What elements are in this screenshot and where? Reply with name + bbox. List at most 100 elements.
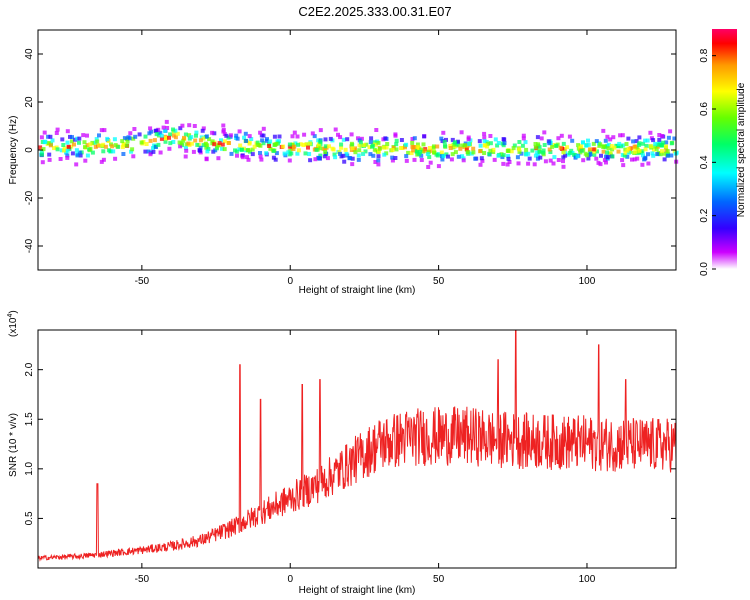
heatmap-cell: [212, 131, 217, 136]
heatmap-cell: [657, 137, 662, 142]
heatmap-cell: [82, 140, 87, 145]
heatmap-cell: [458, 146, 463, 151]
heatmap-cell: [168, 132, 173, 137]
heatmap-cell: [318, 146, 323, 151]
heatmap-cell: [406, 150, 411, 155]
heatmap-cell: [409, 151, 414, 156]
heatmap-cell: [116, 144, 121, 149]
heatmap-cell: [308, 158, 313, 163]
heatmap-cell: [323, 144, 328, 149]
heatmap-cell: [143, 134, 148, 139]
heatmap-cell: [376, 140, 381, 145]
snr-y-tick-label: 0.5: [24, 511, 35, 525]
heatmap-cell: [212, 142, 217, 147]
heatmap-cell: [517, 140, 522, 144]
heatmap-cell: [173, 128, 178, 133]
heatmap-cell: [290, 134, 295, 139]
heatmap-cell: [195, 142, 200, 147]
spectrogram-heatmap: [38, 119, 679, 169]
heatmap-cell: [96, 143, 101, 148]
heatmap-cell: [651, 138, 656, 143]
heatmap-cell: [505, 148, 510, 153]
heatmap-cell: [506, 154, 511, 159]
heatmap-cell: [562, 147, 567, 152]
heatmap-cell: [565, 145, 570, 150]
heatmap-cell: [357, 143, 362, 148]
heatmap-cell: [201, 136, 206, 141]
heatmap-cell: [73, 137, 78, 142]
heatmap-cell: [382, 145, 387, 150]
heatmap-cell: [219, 138, 223, 143]
heatmap-cell: [473, 156, 478, 161]
heatmap-cell: [612, 145, 617, 150]
heatmap-cell: [168, 141, 173, 146]
heatmap-cell: [499, 152, 504, 157]
heatmap-cell: [618, 133, 623, 138]
heatmap-cell: [374, 128, 379, 132]
heatmap-cell: [637, 135, 642, 140]
heatmap-cell: [339, 142, 344, 147]
heatmap-cell: [261, 126, 266, 131]
heatmap-cell: [302, 132, 307, 137]
heatmap-cell: [672, 149, 677, 154]
heatmap-cell: [120, 139, 125, 144]
heatmap-cell: [599, 153, 603, 158]
heatmap-cell: [394, 142, 399, 147]
heatmap-cell: [517, 149, 522, 154]
heatmap-cell: [661, 140, 666, 145]
heatmap-cell: [631, 139, 636, 144]
heatmap-cell: [641, 153, 645, 158]
heatmap-cell: [579, 148, 584, 153]
heatmap-cell: [162, 128, 167, 133]
heatmap-cell: [75, 153, 80, 158]
heatmap-cell: [258, 130, 263, 135]
heatmap-cell: [99, 128, 104, 133]
heatmap-cell: [595, 149, 599, 154]
heatmap-cell: [163, 139, 168, 144]
heatmap-cell: [372, 147, 377, 152]
heatmap-cell: [164, 119, 169, 124]
heatmap-cell: [113, 143, 118, 148]
heatmap-cell: [462, 143, 467, 148]
heatmap-cell: [441, 154, 446, 159]
heatmap-cell: [93, 144, 98, 149]
heatmap-cell: [242, 135, 247, 140]
heatmap-cell: [660, 149, 664, 154]
heatmap-cell: [412, 157, 417, 162]
heatmap-cell: [338, 135, 343, 140]
heatmap-cell: [624, 142, 629, 146]
heatmap-cell: [404, 142, 409, 147]
heatmap-cell: [42, 130, 47, 135]
heatmap-cell: [336, 132, 340, 137]
heatmap-cell: [426, 165, 431, 169]
heatmap-cell: [435, 144, 440, 149]
heatmap-cell: [421, 142, 426, 147]
heatmap-cell: [228, 133, 233, 138]
heatmap-cell: [259, 157, 264, 162]
heatmap-cell: [477, 139, 482, 144]
snr-series-line: [38, 330, 676, 562]
heatmap-cell: [271, 149, 276, 153]
heatmap-cell: [548, 158, 553, 163]
heatmap-cell: [648, 144, 653, 149]
heatmap-cell: [221, 123, 226, 128]
heatmap-cell: [40, 152, 44, 157]
heatmap-cell: [376, 162, 381, 167]
heatmap-cell: [59, 148, 64, 153]
heatmap-cell: [556, 158, 561, 162]
heatmap-cell: [277, 134, 282, 139]
heatmap-cell: [450, 152, 455, 157]
heatmap-cell: [532, 162, 537, 167]
heatmap-cell: [275, 139, 280, 144]
heatmap-cell: [344, 151, 349, 156]
heatmap-cell: [101, 157, 106, 162]
colorbar-tick-label: 0.2: [699, 208, 710, 222]
heatmap-cell: [419, 147, 424, 152]
snr-ylabel: SNR (10 * v/v): [8, 413, 19, 477]
heatmap-cell: [655, 142, 660, 147]
snr-scale-exponent: 4: [7, 314, 14, 318]
heatmap-cell: [501, 153, 506, 158]
heatmap-cell: [322, 154, 327, 159]
heatmap-cell: [74, 148, 79, 153]
